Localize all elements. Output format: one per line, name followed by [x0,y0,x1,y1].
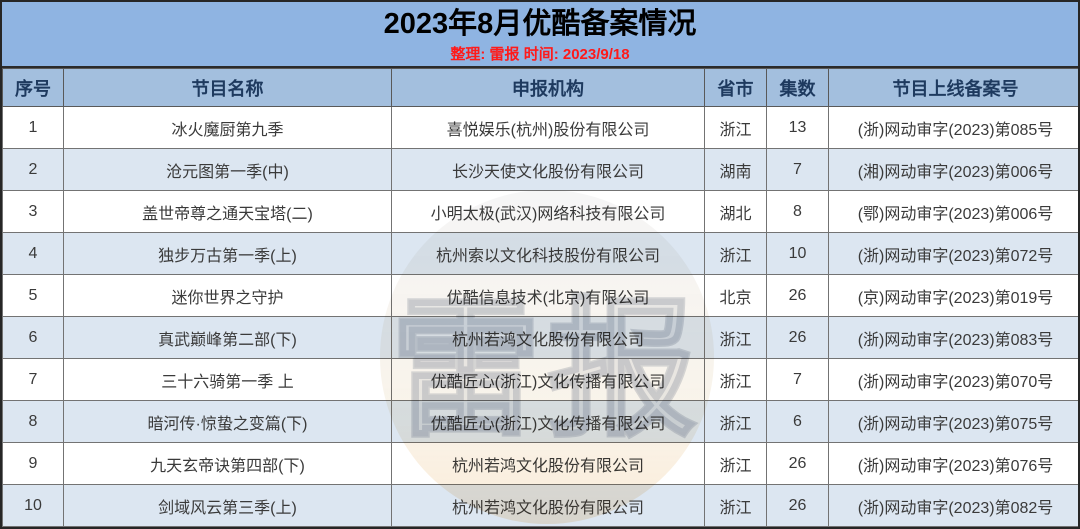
cell-province: 湖北 [704,190,767,233]
cell-episodes: 7 [766,148,829,191]
table-row: 7 三十六骑第一季 上优酷匠心(浙江)文化传播有限公司 浙江 7 (浙)网动审字(202… [2,358,1078,401]
cell-license-number: (浙)网动审字(2023)第070号 [828,358,1078,401]
table-body: 1 冰火魔厨第九季 喜悦娱乐(杭州)股份有限公司 浙江 13 (浙)网动审字(2023)第… [2,106,1078,527]
cell-episodes: 13 [766,106,829,149]
cell-declaring-org: 杭州若鸿文化股份有限公司 [391,484,705,527]
column-header-program-name: 节目名称 [63,68,392,107]
cell-declaring-org: 喜悦娱乐(杭州)股份有限公司 [391,106,705,149]
cell-license-number: (湘)网动审字(2023)第006号 [828,148,1078,191]
table-row: 9 九天玄帝诀第四部(下) 杭州若鸿文化股份有限公司 浙江 26 (浙)网动审字(2023… [2,442,1078,485]
title-band: 2023年8月优酷备案情况 整理: 雷报 时间: 2023/9/18 [2,2,1078,68]
cell-index: 5 [2,274,64,317]
cell-episodes: 8 [766,190,829,233]
cell-declaring-org: 长沙天使文化股份有限公司 [391,148,705,191]
cell-program-name: 盖世帝尊之通天宝塔(二) [63,190,392,233]
cell-declaring-org: 杭州若鸿文化股份有限公司 [391,442,705,485]
header-row: 序号 节目名称 申报机构 省市 集数 节目上线备案号 [2,68,1078,107]
cell-province: 浙江 [704,316,767,359]
cell-province: 浙江 [704,442,767,485]
cell-declaring-org: 优酷信息技术(北京)有限公司 [391,274,705,317]
cell-declaring-org: 优酷匠心(浙江)文化传播有限公司 [391,358,705,401]
cell-province: 浙江 [704,106,767,149]
cell-episodes: 6 [766,400,829,443]
cell-license-number: (浙)网动审字(2023)第075号 [828,400,1078,443]
cell-episodes: 26 [766,442,829,485]
cell-province: 浙江 [704,484,767,527]
cell-episodes: 10 [766,232,829,275]
cell-declaring-org: 优酷匠心(浙江)文化传播有限公司 [391,400,705,443]
column-header-episodes: 集数 [766,68,829,107]
cell-province: 浙江 [704,232,767,275]
table-row: 1 冰火魔厨第九季 喜悦娱乐(杭州)股份有限公司 浙江 13 (浙)网动审字(2023)第… [2,106,1078,149]
table-row: 6 真武巅峰第二部(下) 杭州若鸿文化股份有限公司 浙江 26 (浙)网动审字(2023)… [2,316,1078,359]
cell-index: 7 [2,358,64,401]
cell-license-number: (浙)网动审字(2023)第082号 [828,484,1078,527]
column-header-index: 序号 [2,68,64,107]
cell-episodes: 26 [766,316,829,359]
cell-index: 8 [2,400,64,443]
cell-declaring-org: 杭州若鸿文化股份有限公司 [391,316,705,359]
table-row: 3 盖世帝尊之通天宝塔(二) 小明太极(武汉)网络科技有限公司 湖北 8 (鄂)网动审字(… [2,190,1078,233]
cell-index: 6 [2,316,64,359]
cell-episodes: 26 [766,484,829,527]
cell-program-name: 九天玄帝诀第四部(下) [63,442,392,485]
cell-declaring-org: 小明太极(武汉)网络科技有限公司 [391,190,705,233]
cell-program-name: 冰火魔厨第九季 [63,106,392,149]
cell-index: 10 [2,484,64,527]
cell-index: 9 [2,442,64,485]
page-title: 2023年8月优酷备案情况 [383,8,697,40]
cell-episodes: 7 [766,358,829,401]
cell-province: 浙江 [704,358,767,401]
column-header-province: 省市 [704,68,767,107]
cell-province: 浙江 [704,400,767,443]
cell-declaring-org: 杭州索以文化科技股份有限公司 [391,232,705,275]
cell-license-number: (鄂)网动审字(2023)第006号 [828,190,1078,233]
cell-license-number: (浙)网动审字(2023)第085号 [828,106,1078,149]
cell-license-number: (京)网动审字(2023)第019号 [828,274,1078,317]
cell-program-name: 剑域风云第三季(上) [63,484,392,527]
table-row: 8 暗河传·惊蛰之变篇(下) 优酷匠心(浙江)文化传播有限公司 浙江 6 (浙)网动审字(… [2,400,1078,443]
cell-index: 3 [2,190,64,233]
column-header-license-number: 节目上线备案号 [828,68,1078,107]
cell-program-name: 暗河传·惊蛰之变篇(下) [63,400,392,443]
table-row: 5 迷你世界之守护 优酷信息技术(北京)有限公司 北京 26 (京)网动审字(2023)第… [2,274,1078,317]
cell-program-name: 真武巅峰第二部(下) [63,316,392,359]
cell-episodes: 26 [766,274,829,317]
cell-province: 湖南 [704,148,767,191]
table-row: 2 沧元图第一季(中) 长沙天使文化股份有限公司 湖南 7 (湘)网动审字(2023)第0… [2,148,1078,191]
cell-program-name: 三十六骑第一季 上 [63,358,392,401]
cell-program-name: 迷你世界之守护 [63,274,392,317]
cell-index: 1 [2,106,64,149]
filing-table: 序号 节目名称 申报机构 省市 集数 节目上线备案号 1 冰火魔厨第九季 喜悦娱乐(… [2,68,1078,527]
subtitle-credit-and-date: 整理: 雷报 时间: 2023/9/18 [450,45,630,63]
cell-province: 北京 [704,274,767,317]
cell-license-number: (浙)网动审字(2023)第083号 [828,316,1078,359]
cell-license-number: (浙)网动审字(2023)第076号 [828,442,1078,485]
cell-program-name: 沧元图第一季(中) [63,148,392,191]
cell-index: 4 [2,232,64,275]
cell-index: 2 [2,148,64,191]
column-header-declaring-org: 申报机构 [391,68,705,107]
table-row: 10 剑域风云第三季(上) 杭州若鸿文化股份有限公司 浙江 26 (浙)网动审字(2023… [2,484,1078,527]
table-row: 4 独步万古第一季(上) 杭州索以文化科技股份有限公司 浙江 10 (浙)网动审字(202… [2,232,1078,275]
table-header: 序号 节目名称 申报机构 省市 集数 节目上线备案号 [2,68,1078,107]
cell-program-name: 独步万古第一季(上) [63,232,392,275]
cell-license-number: (浙)网动审字(2023)第072号 [828,232,1078,275]
